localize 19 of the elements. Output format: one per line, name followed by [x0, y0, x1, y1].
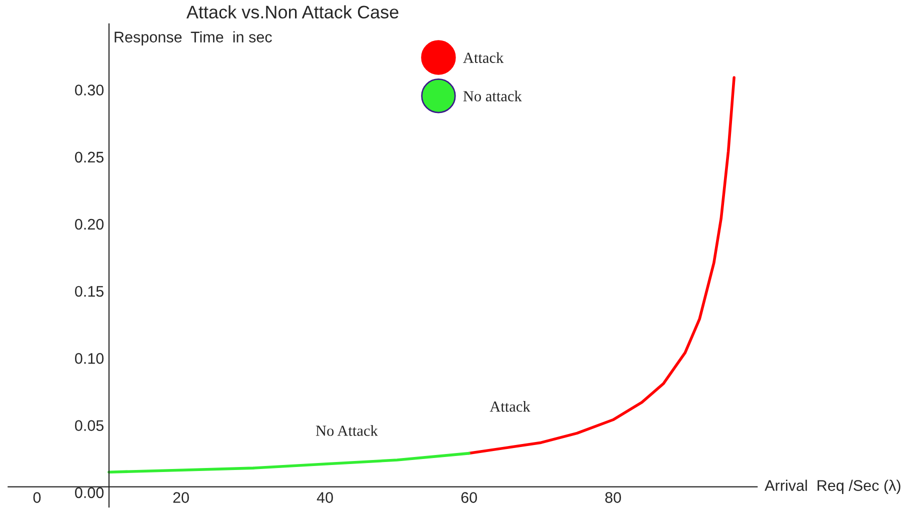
- y-tick-label: 0.00: [75, 487, 104, 498]
- y-tick-label: 0.30: [75, 84, 104, 96]
- annotation: Attack: [490, 401, 530, 412]
- x-tick-label: 0: [33, 492, 41, 503]
- y-tick-label: 0.20: [75, 218, 104, 230]
- x-tick-label: 80: [605, 492, 621, 503]
- legend-label: No attack: [463, 90, 522, 102]
- x-tick-label: 60: [461, 492, 477, 503]
- x-tick-label: 20: [173, 492, 189, 503]
- y-tick-label: 0.15: [75, 286, 104, 297]
- chart-title: Attack vs.Non Attack Case: [186, 5, 398, 18]
- annotation: No Attack: [316, 425, 378, 436]
- x-axis-title: Arrival Req /Sec (λ): [764, 480, 900, 494]
- y-tick-label: 0.25: [75, 152, 104, 163]
- legend-label: Attack: [463, 52, 504, 63]
- x-tick-label: 40: [316, 492, 333, 503]
- y-tick-label: 0.10: [75, 353, 104, 364]
- y-tick-label: 0.05: [75, 420, 104, 431]
- y-axis-title: Response Time in sec: [114, 31, 272, 46]
